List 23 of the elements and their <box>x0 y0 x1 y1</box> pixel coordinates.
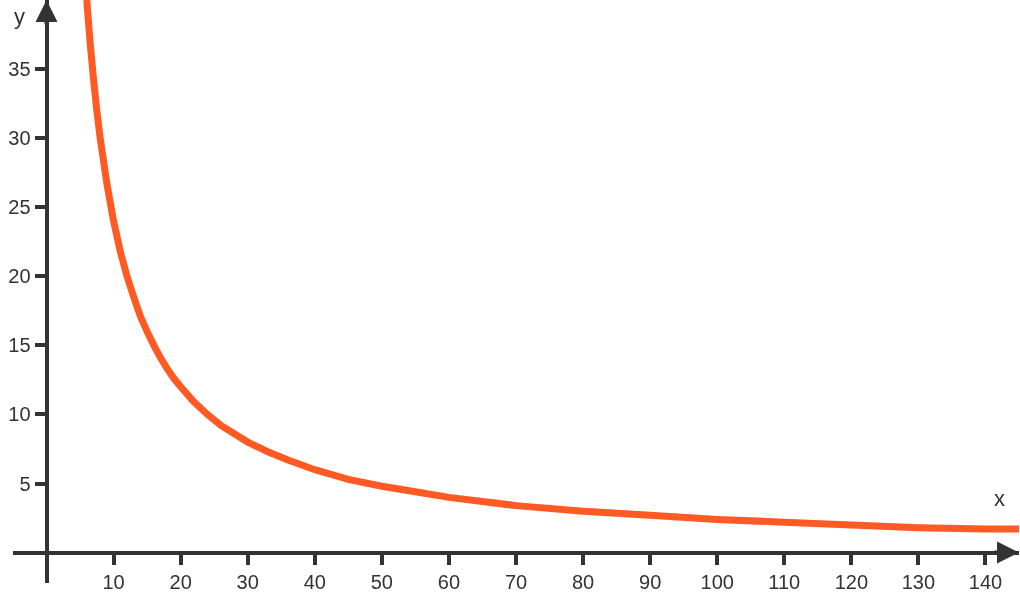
y-axis-title: y <box>14 4 25 29</box>
x-tick-label: 70 <box>504 570 528 593</box>
x-tick-label: 50 <box>370 570 393 593</box>
x-tick-label: 30 <box>236 570 259 593</box>
y-tick-label: 5 <box>19 472 31 495</box>
x-tick-label: 80 <box>571 570 595 593</box>
x-tick-label: 140 <box>968 570 1003 593</box>
x-tick-label: 10 <box>102 570 125 593</box>
y-tick-label: 35 <box>8 58 31 81</box>
y-tick-label: 10 <box>8 403 31 426</box>
y-tick-label: 25 <box>8 196 31 219</box>
y-tick-label: 30 <box>8 127 31 150</box>
x-tick-label: 100 <box>700 570 734 593</box>
x-tick-label: 60 <box>437 570 461 593</box>
x-tick-label: 130 <box>901 570 936 593</box>
x-axis-title: x <box>994 486 1005 511</box>
x-tick-label: 20 <box>169 570 192 593</box>
y-tick-label: 15 <box>8 334 31 357</box>
x-tick-label: 40 <box>303 570 326 593</box>
x-tick-label: 90 <box>639 570 662 593</box>
x-tick-label: 110 <box>768 570 801 593</box>
x-tick-label: 120 <box>834 570 869 593</box>
y-tick-label: 20 <box>8 265 31 288</box>
